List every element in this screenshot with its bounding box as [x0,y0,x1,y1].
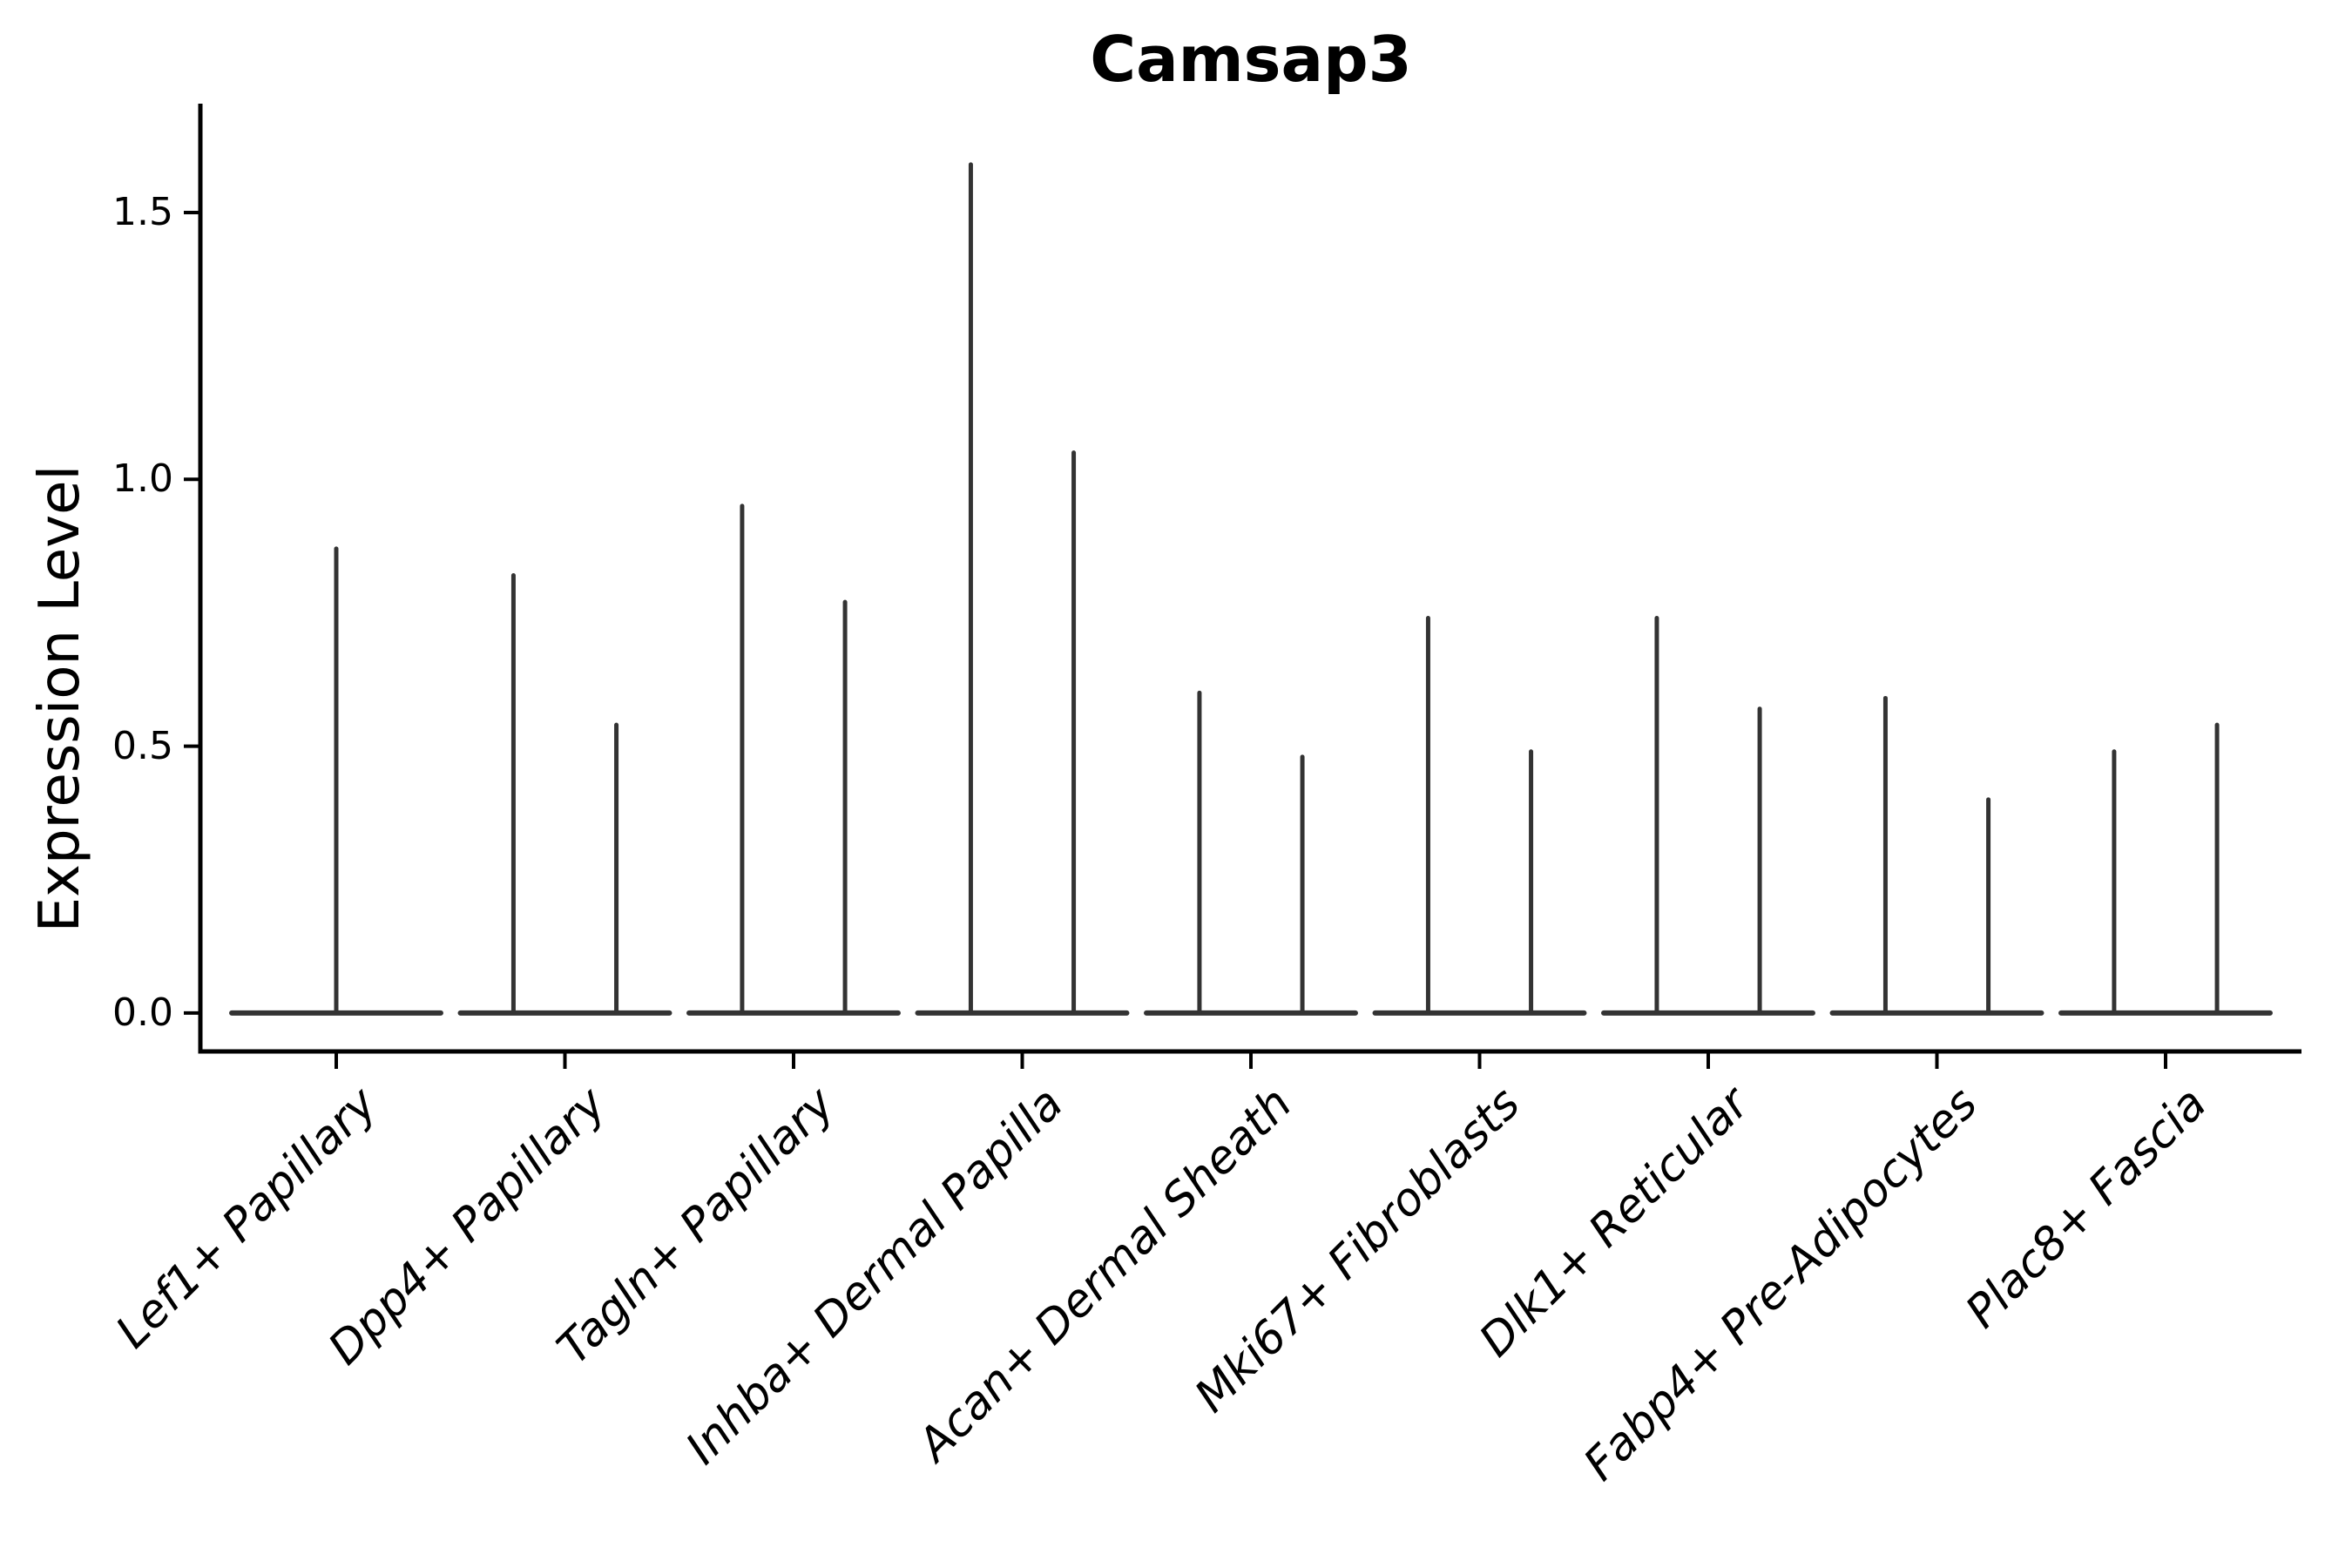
chart-title: Camsap3 [1090,23,1412,96]
y-tick-label: 1.0 [112,456,173,502]
y-tick-label: 1.5 [112,189,173,234]
y-tick-label: 0.5 [112,723,173,768]
y-tick-label: 0.0 [112,990,173,1035]
